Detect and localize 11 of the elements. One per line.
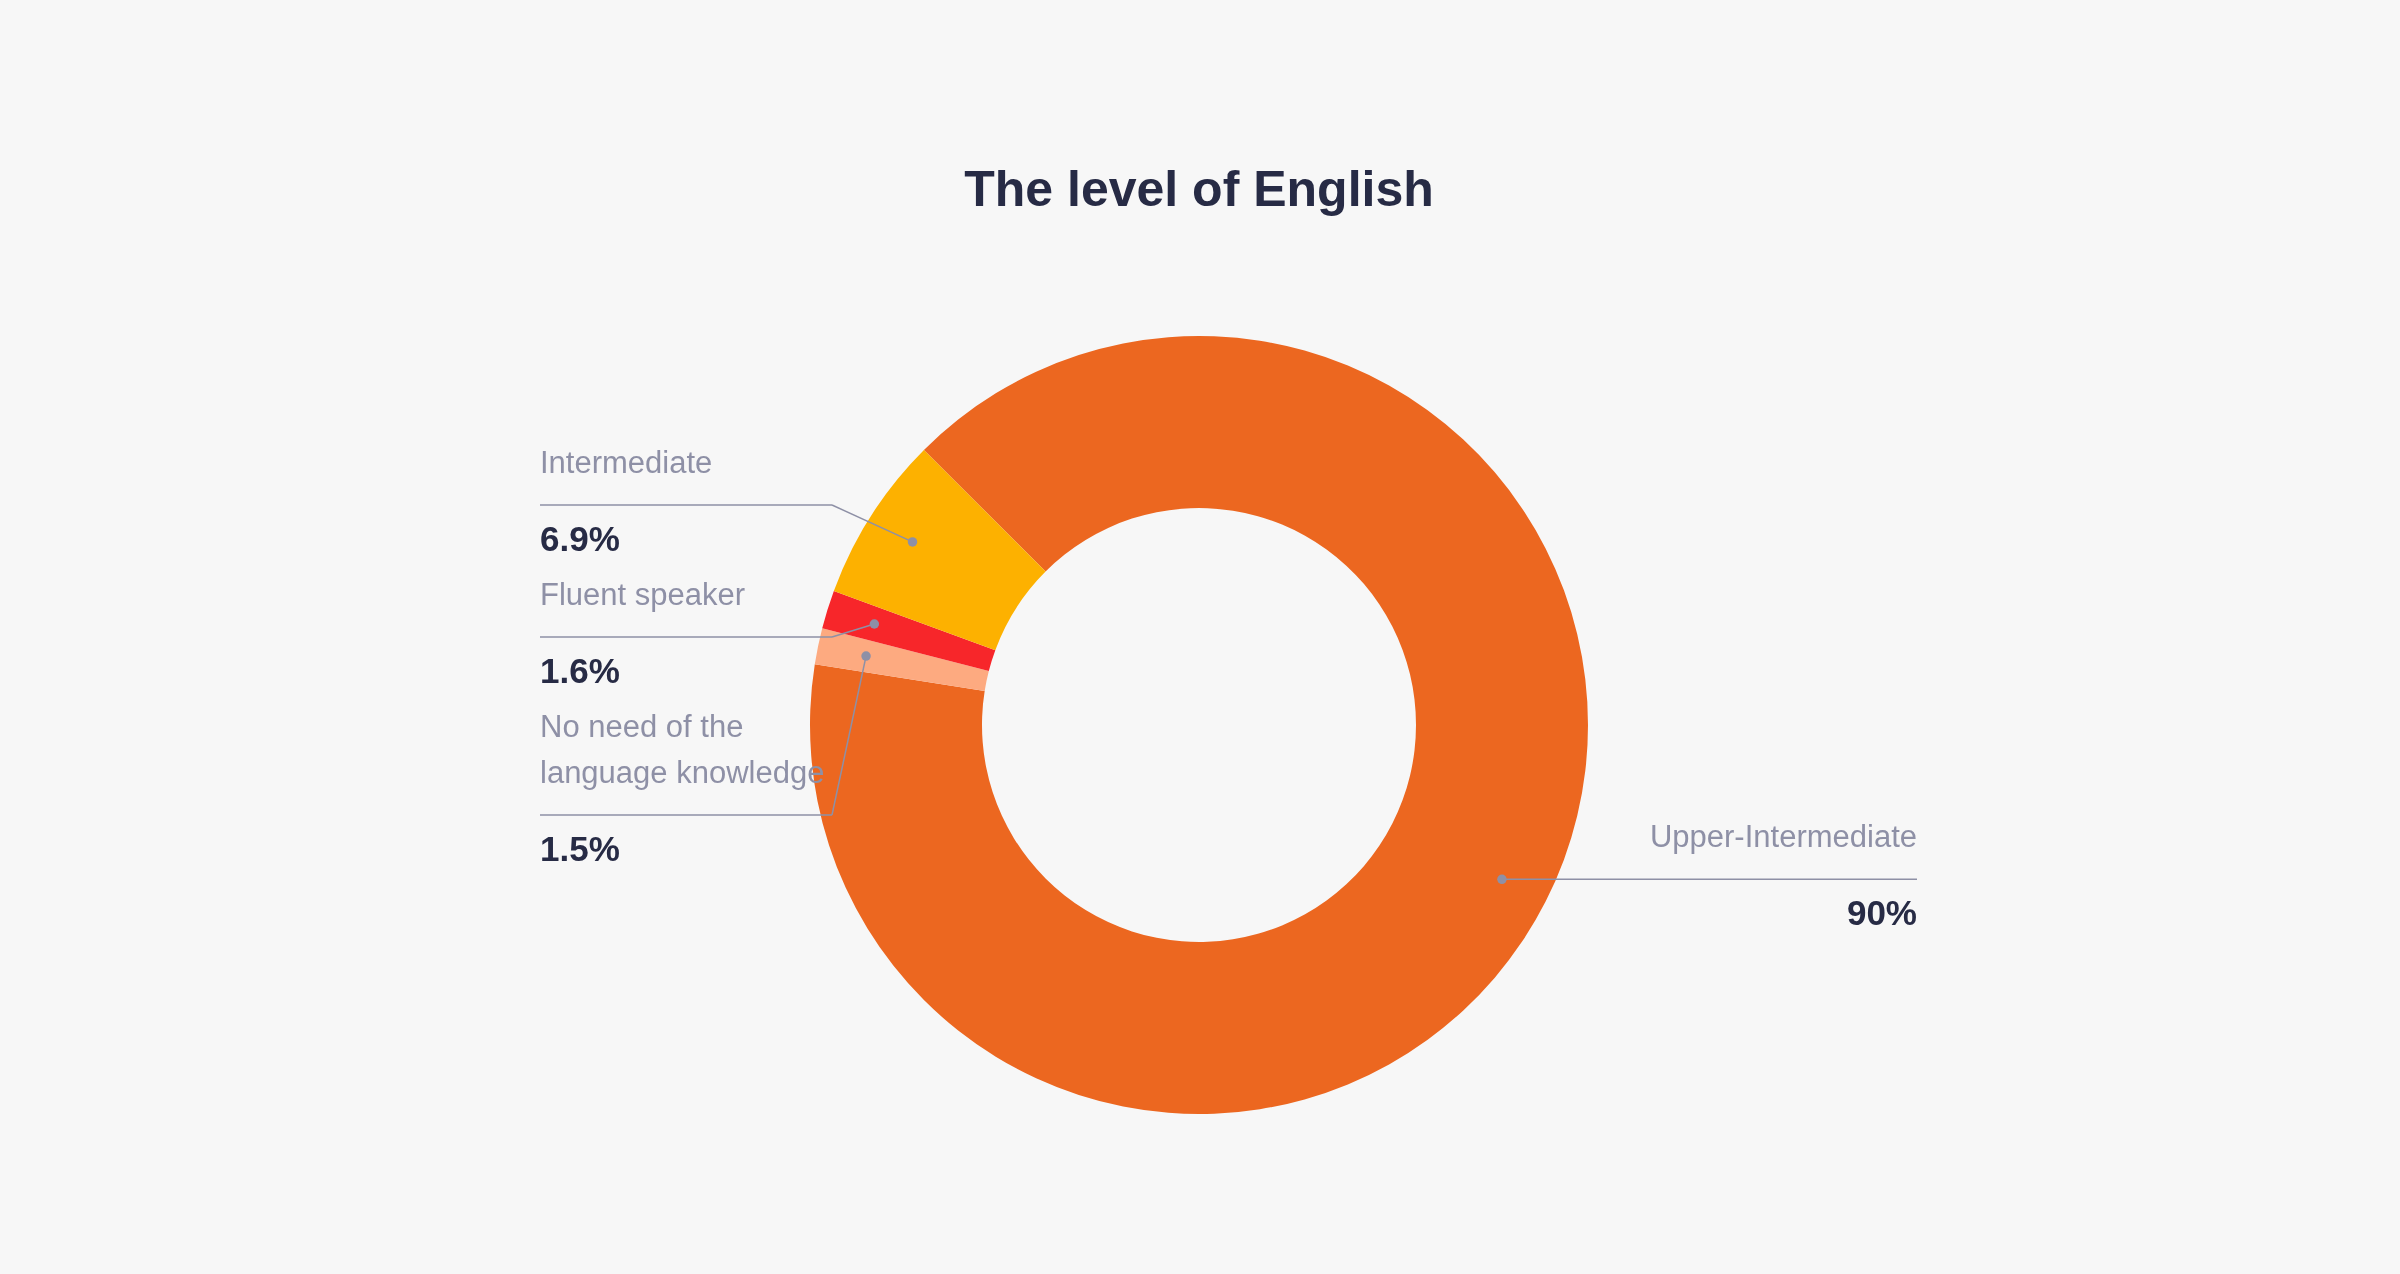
slice-label: Upper-Intermediate <box>1649 819 1917 855</box>
slice-label: Fluent speaker <box>540 577 746 612</box>
data-label: 6.9% <box>540 519 620 558</box>
slice-label: Intermediate <box>540 445 713 480</box>
chart-title: The level of English <box>964 161 1434 217</box>
data-label: 90% <box>1846 893 1917 933</box>
donut-slice <box>833 449 1046 651</box>
donut-slice <box>822 590 996 672</box>
donut-slice <box>814 628 989 692</box>
data-label: 1.6% <box>540 651 620 690</box>
data-label: 1.5% <box>540 829 620 868</box>
